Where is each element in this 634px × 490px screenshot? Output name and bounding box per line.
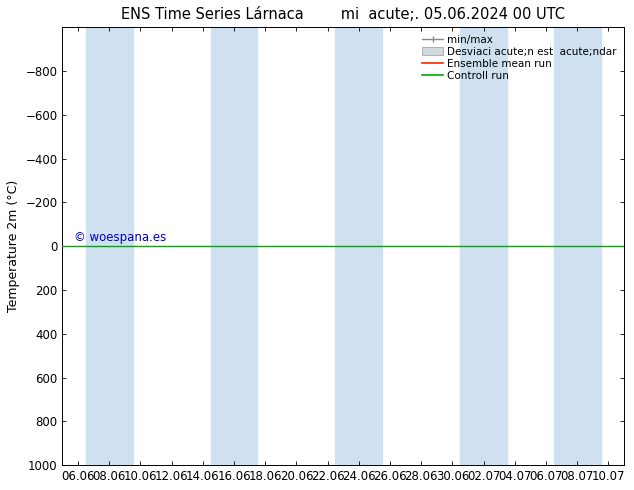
Bar <box>86 27 133 465</box>
Bar <box>335 27 382 465</box>
Title: ENS Time Series Lárnaca        mi  acute;. 05.06.2024 00 UTC: ENS Time Series Lárnaca mi acute;. 05.06… <box>121 7 566 22</box>
Text: © woespana.es: © woespana.es <box>74 231 166 244</box>
Bar <box>210 27 257 465</box>
Y-axis label: Temperature 2m (°C): Temperature 2m (°C) <box>7 180 20 312</box>
Legend: min/max, Desviaci acute;n est  acute;ndar, Ensemble mean run, Controll run: min/max, Desviaci acute;n est acute;ndar… <box>418 30 621 85</box>
Bar <box>460 27 507 465</box>
Bar <box>553 27 600 465</box>
